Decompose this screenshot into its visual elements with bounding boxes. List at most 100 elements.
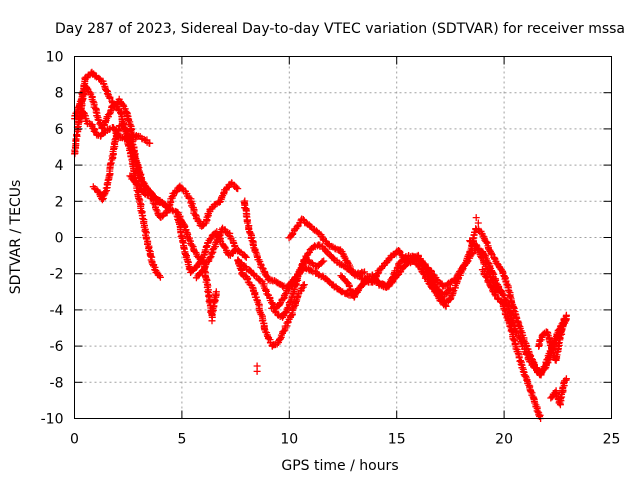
data-point [394,263,402,271]
x-axis-label: GPS time / hours [281,458,398,474]
data-point [540,363,548,371]
data-point [195,259,203,267]
data-point [125,116,133,124]
data-point [519,368,527,376]
series-track-4 [89,121,169,209]
y-tick-label: -10 [41,412,64,428]
data-point [543,355,551,363]
data-point [242,253,250,261]
data-point [517,360,525,368]
data-point [500,306,508,314]
data-point [298,284,306,292]
data-point [150,262,157,270]
data-point [516,357,524,365]
series-outliers [208,214,482,375]
data-point [507,327,515,335]
series-track-7 [192,224,250,282]
series-track-17 [535,317,568,364]
data-point [527,388,535,396]
data-point [523,376,531,384]
data-point [101,188,109,196]
data-point [113,130,121,138]
data-point [361,268,368,276]
data-point [264,335,272,343]
axis-ticks [74,56,612,419]
data-point [510,307,518,315]
data-point [474,219,482,227]
data-point [110,139,118,147]
data-point [427,272,435,280]
chart-title: Day 287 of 2023, Sidereal Day-to-day VTE… [55,21,625,37]
data-point [562,311,570,319]
data-point [374,278,382,286]
data-point [449,288,457,296]
data-point [320,257,328,265]
data-point [162,202,170,210]
data-point [73,123,81,131]
data-point [290,303,298,311]
data-point [277,335,284,343]
data-point [560,317,568,325]
data-point [179,238,187,246]
data-point [139,215,147,222]
series-track-3 [75,107,154,147]
y-tick-label: 10 [46,50,64,66]
series-track-13 [337,245,506,301]
data-point [299,216,307,223]
x-tick-label: 25 [603,432,621,448]
data-point [442,302,450,310]
data-point [300,281,308,289]
data-point [146,139,154,147]
data-point [252,248,260,256]
data-point [304,249,312,257]
data-point [284,286,292,294]
data-point [505,287,513,295]
data-point [562,375,570,383]
x-tick-label: 10 [280,432,298,448]
data-point [483,273,490,281]
data-point [168,206,176,214]
series-track-16 [478,266,545,422]
data-point [89,98,97,105]
data-point [241,252,249,260]
y-axis-label: SDTVAR / TECUs [8,180,24,295]
data-point [177,233,185,241]
data-point [337,246,344,254]
data-point [206,254,214,262]
data-point [212,288,220,296]
data-point [435,289,443,297]
data-point [466,248,474,255]
data-point [203,213,211,221]
data-point [472,225,480,233]
x-tick-label: 20 [495,432,513,448]
data-point [102,87,110,95]
data-point [124,132,132,140]
y-tick-label: -8 [50,375,64,391]
data-point [487,250,495,258]
data-point [263,290,271,298]
data-point [188,241,196,249]
y-tick-label: -2 [50,267,64,283]
data-point [243,273,250,281]
data-point [506,292,514,300]
x-tick-label: 0 [70,432,79,448]
data-point [280,327,288,335]
data-point [299,281,307,289]
y-tick-label: 6 [55,122,64,138]
data-point [359,269,367,277]
data-point [208,317,216,325]
data-point [185,236,193,244]
x-tick-label: 15 [388,432,406,448]
x-tick-labels: 0 5 10 15 20 25 [70,432,620,448]
data-point [472,214,480,222]
y-tick-label: 0 [55,231,64,247]
data-point [401,254,409,262]
series-track-9 [234,256,308,350]
data-point [389,274,396,281]
data-point [308,267,315,275]
y-tick-label: -6 [50,339,64,355]
data-point [510,336,518,344]
data-point [424,266,432,274]
x-tick-label: 5 [177,432,186,448]
